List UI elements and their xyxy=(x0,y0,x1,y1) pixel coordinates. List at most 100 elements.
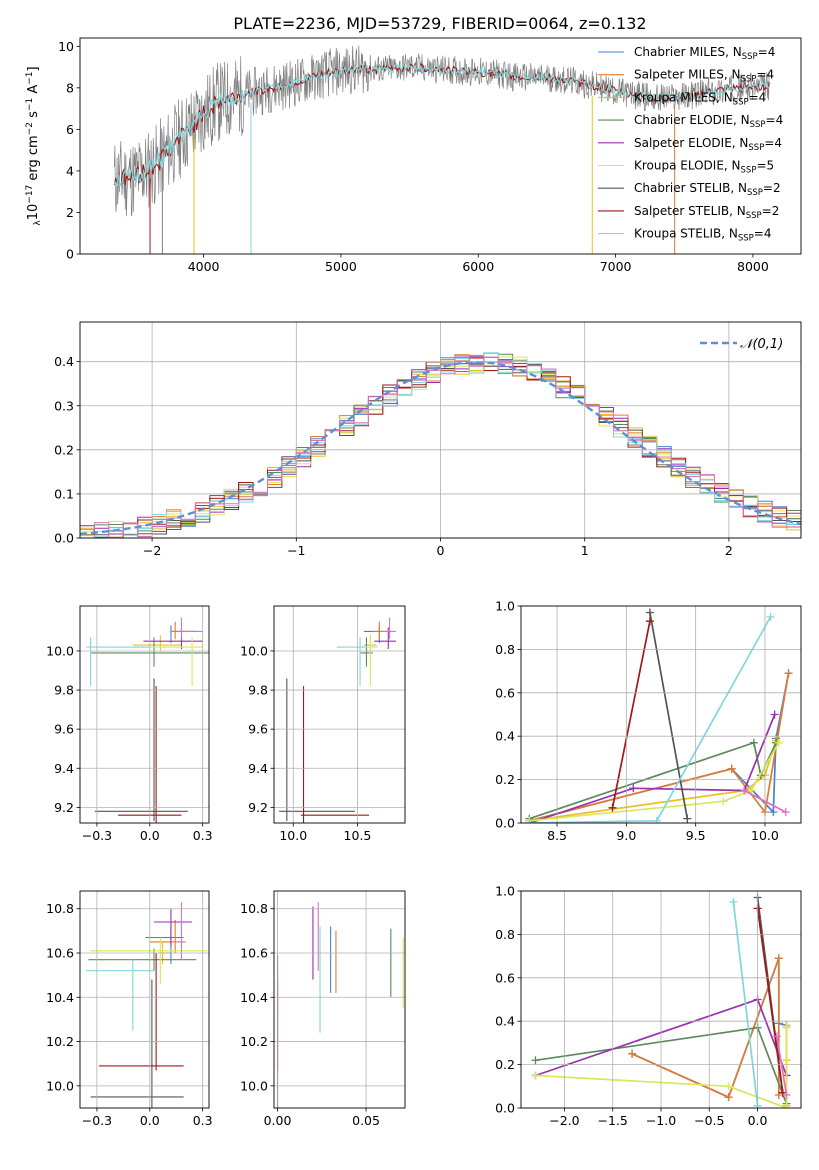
x-tick-label: 0.00 xyxy=(264,1113,292,1128)
weight-point-chabrier-elodie xyxy=(749,738,758,747)
y-tick-label: 0.2 xyxy=(495,1057,515,1072)
y-label-part: −17 xyxy=(25,185,35,204)
legend-n-subscript: SSP xyxy=(733,97,749,107)
errorbar-pink xyxy=(175,902,186,960)
legend-eq: = xyxy=(758,45,768,59)
mass_vs_Z-plot-area xyxy=(86,902,207,1108)
x-tick-label: −1.5 xyxy=(598,1113,628,1128)
axes-frame xyxy=(79,37,802,255)
legend-series-name: Kroupa MILES xyxy=(634,90,716,104)
legend-n-label: , N xyxy=(724,159,741,173)
age_vs_mass-plot-area xyxy=(279,617,397,823)
x-tick-label: 0 xyxy=(437,543,445,558)
weight-point-kroupa-elodie xyxy=(724,1082,733,1091)
histogram-step-chabrier-stelib xyxy=(80,363,801,536)
x-tick-label: 10.0 xyxy=(279,828,307,843)
weight-line-salpeter-elodie xyxy=(529,714,776,823)
weight-point-kroupa-stelib xyxy=(525,819,534,823)
y-label-part: ] xyxy=(26,66,41,71)
y-tick-label: 10.4 xyxy=(46,990,74,1005)
histogram-step-chabrier-elodie xyxy=(80,352,801,538)
y-tick-label: 1.0 xyxy=(495,599,515,614)
weight-point-kroupa-stelib xyxy=(729,897,738,906)
errorbar-salpeter-elodie xyxy=(154,908,193,947)
errorbar-kroupa-miles xyxy=(132,635,182,651)
errorbar-chabrier-miles xyxy=(363,625,386,644)
legend-n-subscript: SSP xyxy=(741,166,757,176)
legend-series-name: Kroupa STELIB xyxy=(634,227,721,241)
x-tick-label: 10.0 xyxy=(751,828,779,843)
weight-point-kroupa-elodie xyxy=(782,1104,791,1108)
weight_vs_age-plot-area xyxy=(525,608,793,823)
mass_vs_ebv-panel: 0.00 0.05 10.0 10.2 10.4 10.6 10.8 xyxy=(240,890,406,1128)
weight-point-salpeter-stelib xyxy=(608,803,617,812)
weight-point-salpeter-stelib xyxy=(645,617,654,626)
y-tick-label: 8 xyxy=(66,80,74,95)
legend-nssp-value: 4 xyxy=(776,113,784,127)
legend-entry-kroupa-miles: Kroupa MILES, NSSP=4 xyxy=(634,90,766,107)
y-tick-label: 0.3 xyxy=(54,398,74,413)
y-tick-label: 6 xyxy=(66,122,74,137)
errorbar-salpeter-miles xyxy=(149,919,184,953)
x-tick-label: 4000 xyxy=(188,259,220,274)
y-tick-label: 0.2 xyxy=(495,772,515,787)
errorbar-pink xyxy=(177,617,203,640)
weight-point-pink xyxy=(781,808,790,817)
legend-n-label: , N xyxy=(725,45,742,59)
legend-n-label: , N xyxy=(730,181,747,195)
weight-point-kroupa-elodie xyxy=(531,1071,540,1080)
legend-nssp-value: 4 xyxy=(774,136,782,150)
y-label-part: −1 xyxy=(25,71,35,84)
weight-point-kroupa-stelib xyxy=(766,612,775,621)
weight-point-pink xyxy=(740,786,749,795)
errorbar-chabrier-miles xyxy=(145,926,184,965)
x-tick-label: 0.0 xyxy=(140,828,160,843)
legend-nssp-value: 4 xyxy=(768,45,776,59)
x-tick-label: −2 xyxy=(143,543,161,558)
legend-eq: = xyxy=(756,159,766,173)
axes-frame xyxy=(79,321,802,539)
x-tick-label: 0.0 xyxy=(140,1113,160,1128)
errorbar-salpeter-miles xyxy=(170,621,197,640)
x-tick-label: 0.3 xyxy=(193,828,213,843)
y-tick-label: 9.4 xyxy=(248,761,268,776)
histogram-step-salpeter-elodie xyxy=(80,356,801,538)
legend-n-subscript: SSP xyxy=(748,143,764,153)
legend-entry-chabrier-miles: Chabrier MILES, NSSP=4 xyxy=(634,45,775,62)
weight-point-chabrier-elodie xyxy=(531,1056,540,1065)
figure-title: PLATE=2236, MJD=53729, FIBERID=0064, z=0… xyxy=(233,14,646,33)
y-label-part: −1 xyxy=(25,98,35,111)
residual_histogram-panel: −2 −1 0 1 2 0.0 0.1 0.2 0.3 0.4 𝒩(0,1) xyxy=(54,321,802,558)
histogram-step-pink xyxy=(80,355,801,538)
x-tick-label: 0.3 xyxy=(193,1113,213,1128)
mass_vs_ebv-plot-area xyxy=(276,902,404,1108)
y-tick-label: 10.4 xyxy=(240,990,268,1005)
weight-line-chabrier-stelib xyxy=(649,612,689,819)
weight-point-pink xyxy=(782,1090,791,1099)
age_vs_Z-plot-area xyxy=(86,617,209,823)
legend-n-subscript: SSP xyxy=(738,234,754,244)
weight_vs_Z-plot-area xyxy=(531,893,791,1108)
y-tick-label: 0.0 xyxy=(495,816,515,831)
errorbar-chabrier-stelib xyxy=(90,979,184,1108)
errorbar-kroupa-stelib xyxy=(86,959,155,1031)
x-tick-label: −1 xyxy=(287,543,305,558)
y-tick-label: 0.0 xyxy=(495,1101,515,1116)
y-tick-label: 9.2 xyxy=(248,800,268,815)
legend-series-name: Chabrier MILES xyxy=(634,45,725,59)
x-tick-label: 2 xyxy=(725,543,733,558)
legend-eq: = xyxy=(764,136,774,150)
y-tick-label: 0.1 xyxy=(54,486,74,501)
legend-series-name: Salpeter STELIB xyxy=(634,204,729,218)
weight_vs_age-panel: 8.5 9.0 9.5 10.0 0.0 0.2 0.4 0.6 0.8 1.0 xyxy=(495,599,802,843)
y-tick-label: 9.6 xyxy=(248,722,268,737)
legend-entry-salpeter-miles: Salpeter MILES, NSSP=4 xyxy=(634,68,774,85)
errorbar-chabrier-stelib xyxy=(279,678,355,822)
legend-eq: = xyxy=(766,113,776,127)
y-axis-label: λ10−17 erg cm−2 s−1 A−1] xyxy=(25,66,43,225)
legend-eq: = xyxy=(763,181,773,195)
y-tick-label: 10.8 xyxy=(46,901,74,916)
legend-normal-label: 𝒩(0,1) xyxy=(740,337,783,352)
weight-line-kroupa-stelib xyxy=(732,901,759,1106)
x-tick-label: 9.0 xyxy=(616,828,636,843)
